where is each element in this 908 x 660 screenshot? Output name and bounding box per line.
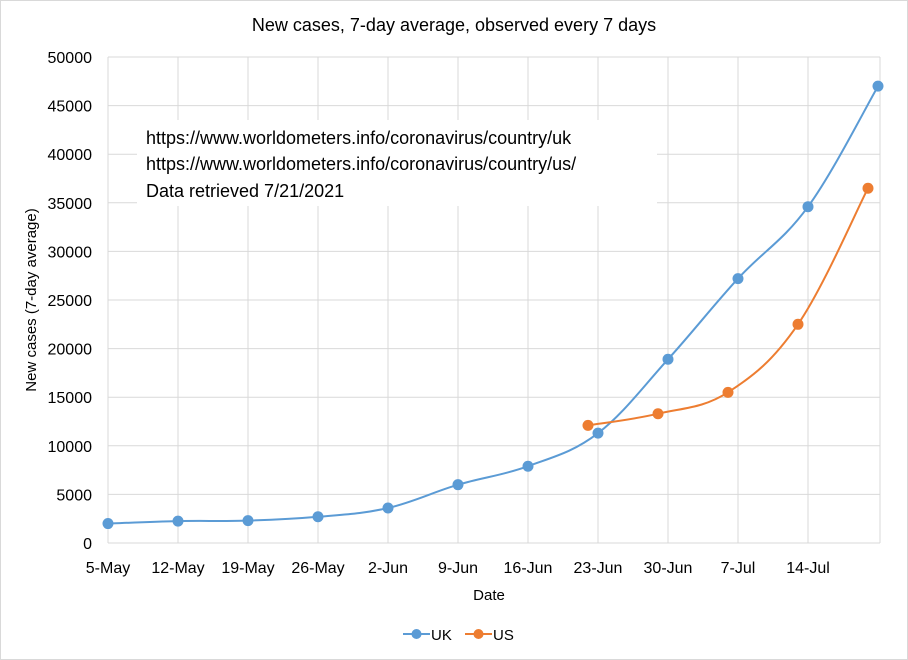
x-tick-label: 14-Jul xyxy=(786,560,830,577)
data-point-uk xyxy=(732,273,744,285)
data-point-us xyxy=(862,182,874,194)
x-tick-label: 2-Jun xyxy=(368,560,408,577)
annotation-box xyxy=(137,120,657,206)
y-tick-label: 25000 xyxy=(48,293,93,310)
legend-item-us: US xyxy=(465,627,514,644)
data-point-us xyxy=(652,408,664,420)
data-point-us xyxy=(722,386,734,398)
series-us-line xyxy=(587,187,869,427)
y-tick-label: 0 xyxy=(83,536,92,553)
data-point-uk xyxy=(522,460,534,472)
x-tick-label: 5-May xyxy=(86,560,130,577)
y-tick-label: 45000 xyxy=(48,99,93,116)
y-axis-ticks: 0 5000 10000 15000 20000 25000 30000 35000 40000… xyxy=(48,50,93,553)
data-point-uk xyxy=(452,479,464,491)
annotation-line-retrieved: Data retrieved 7/21/2021 xyxy=(146,181,344,201)
y-tick-label: 50000 xyxy=(48,50,93,67)
x-axis-ticks: 5-May 12-May 19-May 26-May 2-Jun 9-Jun 16-Jun 2… xyxy=(86,560,830,577)
annotation: https://www.worldometers.info/coronaviru… xyxy=(137,120,657,206)
legend-swatch-marker xyxy=(411,629,422,639)
x-axis-title: Date xyxy=(473,587,505,604)
data-point-uk xyxy=(172,515,184,527)
x-tick-label: 12-May xyxy=(151,560,204,577)
series-us xyxy=(582,182,874,431)
data-point-uk xyxy=(592,427,604,439)
x-tick-label: 7-Jul xyxy=(721,560,756,577)
x-tick-label: 26-May xyxy=(291,560,344,577)
y-tick-label: 40000 xyxy=(48,147,93,164)
legend-label-uk: UK xyxy=(431,627,452,644)
data-point-uk xyxy=(102,518,114,530)
y-tick-label: 5000 xyxy=(56,487,92,504)
chart-title: New cases, 7-day average, observed every… xyxy=(252,15,656,35)
data-point-uk xyxy=(872,80,884,92)
y-tick-label: 15000 xyxy=(48,390,93,407)
legend-label-us: US xyxy=(493,627,514,644)
y-tick-label: 35000 xyxy=(48,196,93,213)
x-tick-label: 23-Jun xyxy=(574,560,623,577)
data-point-uk xyxy=(662,353,674,365)
y-axis-title: New cases (7-day average) xyxy=(23,208,40,391)
series-layer xyxy=(102,80,884,530)
y-tick-label: 30000 xyxy=(48,244,93,261)
data-point-uk xyxy=(312,511,324,523)
data-point-uk xyxy=(382,502,394,514)
x-tick-label: 16-Jun xyxy=(504,560,553,577)
legend-item-uk: UK xyxy=(403,627,452,644)
legend-swatch-marker xyxy=(473,629,484,639)
data-point-us xyxy=(792,318,804,330)
series-uk xyxy=(102,80,884,530)
y-tick-label: 20000 xyxy=(48,342,93,359)
data-point-us xyxy=(582,419,594,431)
y-tick-label: 10000 xyxy=(48,439,93,456)
x-tick-label: 30-Jun xyxy=(644,560,693,577)
x-tick-label: 9-Jun xyxy=(438,560,478,577)
legend: UK US xyxy=(403,627,514,644)
data-point-uk xyxy=(242,515,254,527)
data-point-uk xyxy=(802,201,814,213)
annotation-line-us: https://www.worldometers.info/coronaviru… xyxy=(146,154,576,174)
annotation-line-uk: https://www.worldometers.info/coronaviru… xyxy=(146,128,572,148)
x-tick-label: 19-May xyxy=(221,560,274,577)
